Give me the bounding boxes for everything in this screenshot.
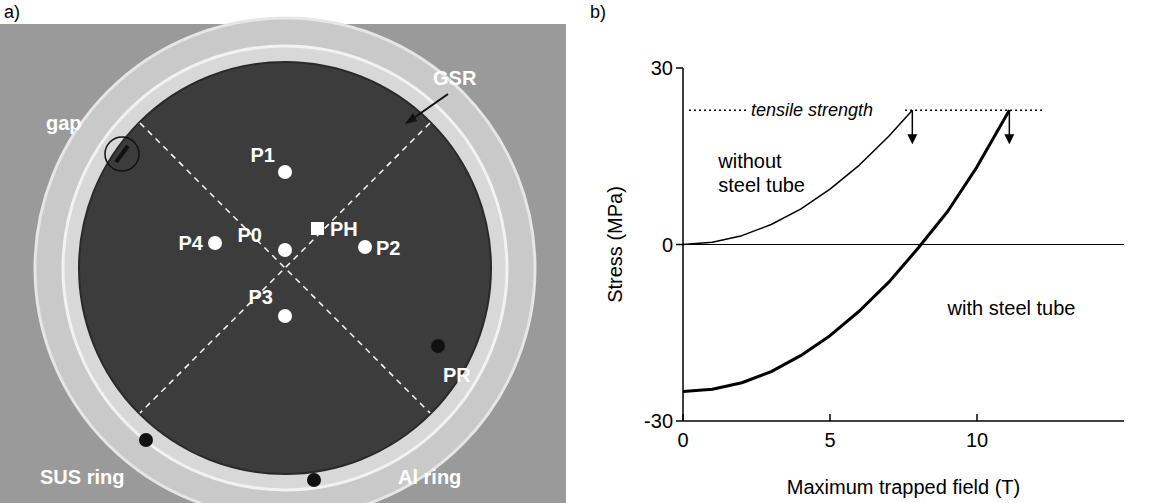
series-label: with steel tube	[947, 297, 1076, 319]
callout: SUS ring	[40, 466, 124, 488]
point-label: P3	[249, 286, 273, 308]
x-axis	[683, 420, 1124, 422]
x-tick	[829, 414, 831, 421]
series-label-line: steel tube	[718, 174, 805, 196]
sus-ring	[35, 18, 535, 503]
figure: a) b) P0 P1 P2 P3 P4 PH gap GSR PR SUS ring Al ring -…	[0, 0, 1173, 503]
panel-label: a)	[4, 2, 20, 22]
annotation: tensile strength	[751, 100, 873, 120]
x-tick-label: 5	[824, 429, 835, 451]
callout-dot	[431, 339, 445, 353]
point-label: P2	[376, 237, 400, 259]
sample-photo: P0 P1 P2 P3 P4 PH gap GSR PR SUS ring Al ring	[0, 18, 566, 503]
zero-line	[683, 244, 1124, 245]
callout: Al ring	[398, 466, 461, 488]
hall-point	[278, 309, 292, 323]
point-label: P4	[179, 232, 204, 254]
failure-arrow-head	[907, 134, 917, 144]
callout-dot	[139, 433, 153, 447]
tensile-line	[905, 110, 1044, 112]
callout-arrow-head	[405, 113, 417, 124]
bulk-disk	[79, 62, 491, 474]
point-label: P0	[238, 224, 262, 246]
hall-probe	[311, 222, 324, 235]
y-tick	[676, 67, 683, 69]
photo-background	[0, 24, 566, 503]
callout-dot	[307, 473, 321, 487]
failure-arrow	[1009, 110, 1011, 136]
panel-label: b)	[590, 2, 606, 22]
callout: PR	[443, 364, 471, 386]
x-tick	[682, 414, 684, 421]
y-axis-title: Stress (MPa)	[604, 186, 626, 303]
series-label-line: without	[717, 150, 782, 172]
y-tick-label: 0	[662, 234, 673, 256]
failure-arrow	[912, 110, 914, 136]
sector-line	[140, 123, 430, 413]
y-tick	[676, 420, 683, 422]
hall-point	[278, 243, 292, 257]
x-tick	[976, 414, 978, 421]
y-tick	[676, 244, 683, 246]
y-tick-label: -30	[644, 410, 673, 432]
gap-mark	[116, 146, 128, 162]
hall-point	[278, 165, 292, 179]
callout: gap	[46, 112, 82, 134]
hall-point	[208, 236, 222, 250]
series-label: withoutsteel tube	[717, 150, 805, 196]
al-ring	[63, 46, 507, 490]
callout: GSR	[433, 67, 477, 89]
chart: -300300510Maximum trapped field (T)Stres…	[604, 57, 1124, 498]
x-axis-title: Maximum trapped field (T)	[787, 476, 1020, 498]
x-tick-label: 0	[677, 429, 688, 451]
series-line	[683, 110, 1009, 391]
failure-arrow-head	[1004, 134, 1014, 144]
y-tick-label: 30	[651, 57, 673, 79]
hall-point	[358, 240, 372, 254]
series-line	[683, 110, 912, 244]
gap-circle	[105, 137, 139, 171]
tensile-line	[689, 110, 748, 112]
point-label: PH	[330, 218, 358, 240]
x-tick-label: 10	[966, 429, 988, 451]
point-label: P1	[251, 144, 275, 166]
sector-line	[140, 123, 430, 413]
plot-area	[683, 110, 1009, 391]
